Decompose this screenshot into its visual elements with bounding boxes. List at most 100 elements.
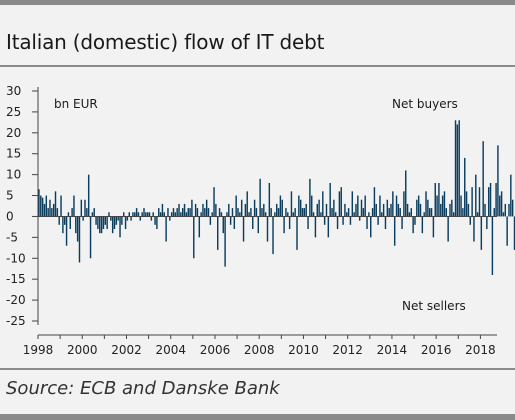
bar (360, 199, 363, 217)
bar (200, 212, 202, 217)
bar (370, 216, 372, 238)
bar (110, 216, 112, 221)
bar (320, 212, 322, 217)
bar (181, 208, 184, 217)
bar (117, 216, 119, 221)
bar (137, 212, 140, 217)
bar (263, 203, 265, 217)
bar (393, 216, 396, 246)
y-tick-label: 10 (6, 168, 21, 182)
bar (467, 203, 470, 217)
bar (102, 216, 105, 229)
bar (460, 195, 462, 217)
bar (163, 212, 165, 217)
bar (259, 178, 261, 217)
y-tick-label: -5 (6, 230, 18, 244)
bar (252, 216, 254, 229)
bar (412, 216, 414, 234)
bar (148, 212, 151, 217)
bar (253, 199, 256, 217)
y-tick-label: 30 (6, 84, 21, 98)
bar (292, 212, 295, 217)
bar (322, 191, 324, 217)
bar (146, 212, 149, 217)
bottom-rule (0, 414, 515, 420)
bar (388, 208, 390, 217)
bar (500, 191, 503, 217)
y-tick-label: 5 (6, 189, 14, 203)
bar (491, 216, 494, 275)
bar (159, 212, 162, 217)
bar (84, 199, 86, 217)
bar (309, 178, 311, 217)
bar (318, 199, 320, 217)
bar (240, 199, 243, 217)
bar (301, 208, 304, 217)
bar (207, 208, 210, 217)
y-tick-label: -15 (6, 272, 26, 286)
bar (475, 174, 477, 217)
bar (78, 216, 81, 263)
bar (222, 216, 224, 234)
bar (235, 195, 237, 217)
bar (69, 216, 71, 229)
bar (373, 187, 376, 217)
bar (218, 208, 221, 217)
bar (213, 187, 215, 217)
bar (347, 208, 350, 217)
bar (51, 208, 53, 217)
bar (150, 216, 153, 221)
bar (454, 120, 457, 217)
bar (364, 195, 366, 217)
y-tick-label: -20 (6, 293, 26, 307)
bar (220, 212, 223, 217)
bar (97, 216, 99, 229)
bar (180, 212, 182, 217)
bar (333, 199, 335, 217)
bar (403, 191, 405, 217)
bar (362, 208, 365, 217)
bar (100, 216, 103, 234)
bar (405, 170, 407, 217)
bar (279, 195, 282, 217)
bar (334, 212, 337, 217)
x-ticks: 1998 2000 2002 2004 2006 2008 2010 2012 2014 2016… (23, 335, 496, 357)
bar (152, 212, 154, 217)
bar (89, 216, 92, 259)
bar (104, 216, 106, 225)
bar (452, 212, 455, 217)
bar (294, 208, 296, 217)
bar (65, 216, 68, 246)
bar (325, 203, 328, 217)
bar (229, 216, 232, 225)
bar (410, 208, 412, 217)
bar (408, 212, 411, 217)
x-tick-label: 2010 (288, 343, 319, 357)
bar (368, 212, 370, 217)
bar (366, 216, 368, 229)
source-divider (0, 368, 515, 370)
bar (86, 208, 88, 217)
bar (390, 203, 392, 217)
bar (217, 216, 219, 250)
bar (99, 216, 101, 234)
bar (487, 187, 490, 217)
bar (323, 216, 326, 225)
x-tick-label: 2018 (465, 343, 496, 357)
bar (169, 216, 171, 221)
bar (504, 203, 507, 217)
bar (71, 208, 73, 217)
bar (298, 195, 300, 217)
bar (233, 216, 236, 229)
y-tick-label: -10 (6, 251, 26, 265)
bar (121, 216, 123, 225)
bar (73, 195, 75, 217)
x-tick-label: 2012 (332, 343, 363, 357)
bar (434, 183, 436, 217)
bar (443, 191, 446, 217)
bar (511, 199, 514, 217)
bar (231, 208, 234, 217)
bar (502, 212, 505, 217)
bar (299, 199, 302, 217)
bar (205, 199, 208, 217)
